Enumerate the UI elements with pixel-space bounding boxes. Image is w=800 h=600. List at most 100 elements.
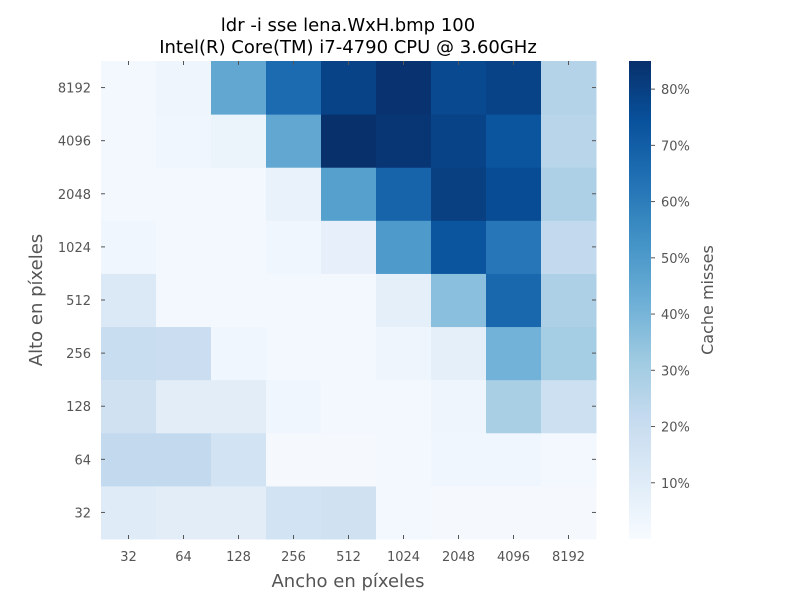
colorbar-tick-label: 10% <box>661 477 690 492</box>
heatmap-cell-4096x256 <box>486 326 542 381</box>
heatmap-cell-128x8192 <box>211 61 267 115</box>
heatmap-cell-2048x512 <box>431 273 487 328</box>
heatmap-cell-8192x4096 <box>541 114 597 168</box>
x-tick-label: 128 <box>226 550 251 565</box>
heatmap-cell-64x512 <box>156 273 212 328</box>
heatmap-cell-64x4096 <box>156 114 212 168</box>
heatmap-cell-4096x32 <box>486 485 542 540</box>
heatmap-cell-512x8192 <box>321 61 377 115</box>
heatmap-cell-8192x32 <box>541 485 597 540</box>
x-tick-label: 32 <box>120 550 137 565</box>
heatmap-cell-32x512 <box>101 273 157 328</box>
heatmap-cell-1024x64 <box>376 432 432 487</box>
heatmap-cell-64x32 <box>156 485 212 540</box>
heatmap-cell-1024x8192 <box>376 61 432 115</box>
colorbar-tick-label: 60% <box>661 196 690 211</box>
heatmap-cell-4096x512 <box>486 273 542 328</box>
heatmap-cell-128x1024 <box>211 220 267 274</box>
x-tick-label: 4096 <box>497 550 530 565</box>
heatmap-cell-64x64 <box>156 432 212 487</box>
heatmap-cell-1024x4096 <box>376 114 432 168</box>
heatmap-cell-256x32 <box>266 485 322 540</box>
heatmap-cell-8192x2048 <box>541 167 597 221</box>
heatmap-cells <box>101 61 597 540</box>
heatmap-cell-512x256 <box>321 326 377 381</box>
y-tick-label: 8192 <box>58 82 91 97</box>
heatmap-cell-2048x1024 <box>431 220 487 274</box>
heatmap-cell-128x4096 <box>211 114 267 168</box>
colorbar-tick-label: 30% <box>661 364 690 379</box>
colorbar <box>629 61 651 539</box>
heatmap-cell-2048x64 <box>431 432 487 487</box>
y-axis-ticks: 32 64 128 256 512 1024 2048 4096 8192 <box>58 82 596 521</box>
heatmap-cell-32x64 <box>101 432 157 487</box>
heatmap-cell-32x128 <box>101 379 157 434</box>
heatmap-cell-32x4096 <box>101 114 157 168</box>
heatmap-cell-4096x1024 <box>486 220 542 274</box>
heatmap-cell-128x128 <box>211 379 267 434</box>
x-tick-label: 8192 <box>552 550 585 565</box>
heatmap-cell-4096x8192 <box>486 61 542 115</box>
x-axis-label: Ancho en píxeles <box>271 571 424 592</box>
y-tick-label: 256 <box>66 347 91 362</box>
colorbar-tick-label: 70% <box>661 139 690 154</box>
heatmap-cell-1024x2048 <box>376 167 432 221</box>
x-tick-label: 64 <box>175 550 192 565</box>
heatmap-cell-64x1024 <box>156 220 212 274</box>
x-tick-label: 1024 <box>387 550 420 565</box>
x-tick-label: 512 <box>336 550 361 565</box>
heatmap-cell-32x2048 <box>101 167 157 221</box>
heatmap-cell-256x2048 <box>266 167 322 221</box>
heatmap-cell-256x512 <box>266 273 322 328</box>
heatmap-cell-8192x256 <box>541 326 597 381</box>
heatmap-cell-2048x2048 <box>431 167 487 221</box>
colorbar-ticks: 10% 20% 30% 40% 50% 60% 70% 80% <box>651 83 690 492</box>
heatmap-cell-512x32 <box>321 485 377 540</box>
heatmap-cell-512x512 <box>321 273 377 328</box>
heatmap-cell-256x64 <box>266 432 322 487</box>
heatmap-cell-4096x2048 <box>486 167 542 221</box>
heatmap-cell-1024x32 <box>376 485 432 540</box>
heatmap-cell-8192x8192 <box>541 61 597 115</box>
y-tick-label: 4096 <box>58 135 91 150</box>
x-tick-label: 2048 <box>442 550 475 565</box>
heatmap-cell-512x1024 <box>321 220 377 274</box>
heatmap-cell-512x2048 <box>321 167 377 221</box>
heatmap-cell-1024x128 <box>376 379 432 434</box>
heatmap-cell-128x64 <box>211 432 267 487</box>
heatmap-cell-512x4096 <box>321 114 377 168</box>
heatmap-cell-64x8192 <box>156 61 212 115</box>
heatmap-cell-2048x32 <box>431 485 487 540</box>
heatmap-cell-8192x128 <box>541 379 597 434</box>
heatmap-cell-2048x4096 <box>431 114 487 168</box>
heatmap-cell-1024x512 <box>376 273 432 328</box>
heatmap-cell-128x2048 <box>211 167 267 221</box>
y-tick-label: 1024 <box>58 241 91 256</box>
y-axis-label: Alto en píxeles <box>26 234 47 366</box>
heatmap-cell-512x64 <box>321 432 377 487</box>
heatmap-cell-1024x256 <box>376 326 432 381</box>
heatmap-cell-64x2048 <box>156 167 212 221</box>
colorbar-tick-label: 50% <box>661 252 690 267</box>
heatmap-cell-512x128 <box>321 379 377 434</box>
heatmap-cell-128x32 <box>211 485 267 540</box>
heatmap-cell-8192x64 <box>541 432 597 487</box>
heatmap-cell-256x4096 <box>266 114 322 168</box>
heatmap-cell-256x8192 <box>266 61 322 115</box>
heatmap-cell-64x256 <box>156 326 212 381</box>
heatmap-cell-32x32 <box>101 485 157 540</box>
heatmap-cell-1024x1024 <box>376 220 432 274</box>
heatmap-cell-2048x256 <box>431 326 487 381</box>
heatmap-cell-4096x128 <box>486 379 542 434</box>
heatmap-cell-2048x8192 <box>431 61 487 115</box>
heatmap-cell-4096x64 <box>486 432 542 487</box>
heatmap-cell-32x8192 <box>101 61 157 115</box>
x-axis-ticks: 32 64 128 256 512 1024 2048 4096 8192 <box>120 61 585 565</box>
colorbar-tick-label: 20% <box>661 421 690 436</box>
heatmap-cell-8192x1024 <box>541 220 597 274</box>
y-tick-label: 32 <box>74 506 91 521</box>
y-tick-label: 128 <box>66 400 91 415</box>
colorbar-tick-label: 80% <box>661 83 690 98</box>
heatmap-cell-128x256 <box>211 326 267 381</box>
